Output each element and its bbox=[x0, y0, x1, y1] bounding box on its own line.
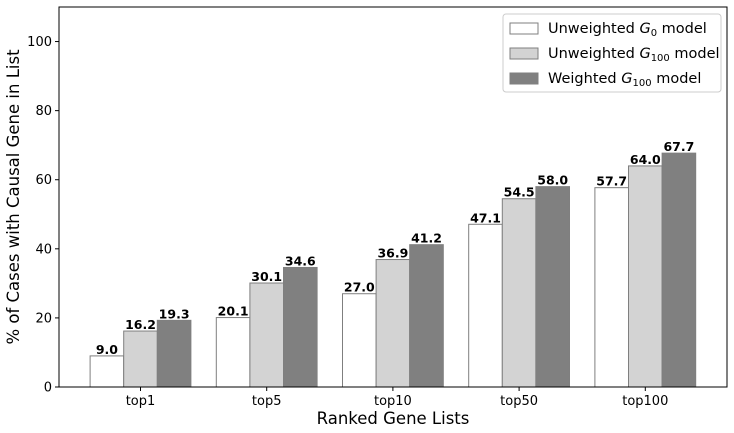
data-label-top5-series-1: 30.1 bbox=[251, 269, 282, 284]
bar-top5-series-0 bbox=[215, 317, 251, 388]
legend-swatch-2 bbox=[509, 72, 539, 85]
data-label-top100-series-1: 64.0 bbox=[630, 152, 661, 167]
legend-box bbox=[502, 13, 722, 93]
bar-top1-series-1 bbox=[123, 330, 158, 388]
y-axis-label: % of Cases with Causal Gene in List bbox=[4, 49, 23, 345]
data-label-top5-series-2: 34.6 bbox=[285, 253, 316, 268]
bar-top50-series-1 bbox=[501, 198, 537, 388]
data-label-top1-series-1: 16.2 bbox=[125, 317, 156, 332]
legend-label-1: Unweighted G100 model bbox=[548, 46, 720, 64]
legend-label-0: Unweighted G0 model bbox=[548, 21, 707, 39]
y-tick-label-100: 100 bbox=[27, 35, 52, 50]
bar-top100-series-2 bbox=[661, 152, 697, 388]
data-label-top10-series-0: 27.0 bbox=[344, 280, 375, 295]
bar-top1-series-2 bbox=[156, 319, 192, 388]
data-labels: 9.016.219.3 20.130.134.627.036.941.247.15… bbox=[96, 139, 695, 357]
bar-top100-series-1 bbox=[628, 165, 663, 388]
data-label-top50-series-1: 54.5 bbox=[504, 185, 535, 200]
bar-top5-series-1 bbox=[249, 282, 284, 388]
legend-swatch-0 bbox=[509, 22, 539, 35]
x-tick-label-top10: top10 bbox=[374, 394, 412, 409]
data-label-top50-series-2: 58.0 bbox=[537, 173, 568, 188]
legend-label-2: Weighted G100 model bbox=[548, 71, 701, 89]
y-tick-label-60: 60 bbox=[35, 173, 52, 188]
y-tick-label-0: 0 bbox=[44, 381, 52, 396]
bar-top5-series-2 bbox=[283, 266, 318, 388]
x-axis-label: Ranked Gene Lists bbox=[317, 409, 470, 428]
bar-top50-series-2 bbox=[535, 186, 571, 388]
legend-swatch-1 bbox=[509, 47, 539, 60]
data-label-top100-series-0: 57.7 bbox=[596, 174, 627, 189]
x-axis: top1 top5 top10 top50 top100 bbox=[126, 387, 668, 409]
bars bbox=[89, 152, 697, 388]
y-tick-label-20: 20 bbox=[35, 311, 52, 326]
y-tick-label-40: 40 bbox=[35, 242, 52, 257]
legend: Unweighted G0 model Unweighted G100 model… bbox=[502, 13, 722, 93]
data-label-top10-series-2: 41.2 bbox=[411, 231, 442, 246]
bar-top10-series-1 bbox=[375, 259, 411, 388]
data-label-top1-series-2: 19.3 bbox=[159, 306, 190, 321]
bar-top1-series-0 bbox=[89, 355, 125, 388]
data-label-top5-series-0: 20.1 bbox=[218, 304, 249, 319]
y-tick-label-80: 80 bbox=[35, 104, 52, 119]
data-label-top1-series-0: 9.0 bbox=[96, 342, 118, 357]
bar-top100-series-0 bbox=[594, 187, 630, 388]
x-tick-label-top100: top100 bbox=[622, 394, 668, 409]
x-tick-label-top5: top5 bbox=[252, 394, 282, 409]
data-label-top50-series-0: 47.1 bbox=[470, 210, 501, 225]
y-axis: 0 20 40 60 80 100 bbox=[27, 35, 59, 396]
bar-top50-series-0 bbox=[468, 223, 503, 388]
bar-top10-series-0 bbox=[342, 293, 377, 388]
x-tick-label-top1: top1 bbox=[126, 394, 156, 409]
data-label-top10-series-1: 36.9 bbox=[377, 246, 408, 261]
data-label-top100-series-2: 67.7 bbox=[663, 139, 694, 154]
x-tick-label-top50: top50 bbox=[500, 394, 538, 409]
bar-top10-series-2 bbox=[409, 244, 444, 388]
